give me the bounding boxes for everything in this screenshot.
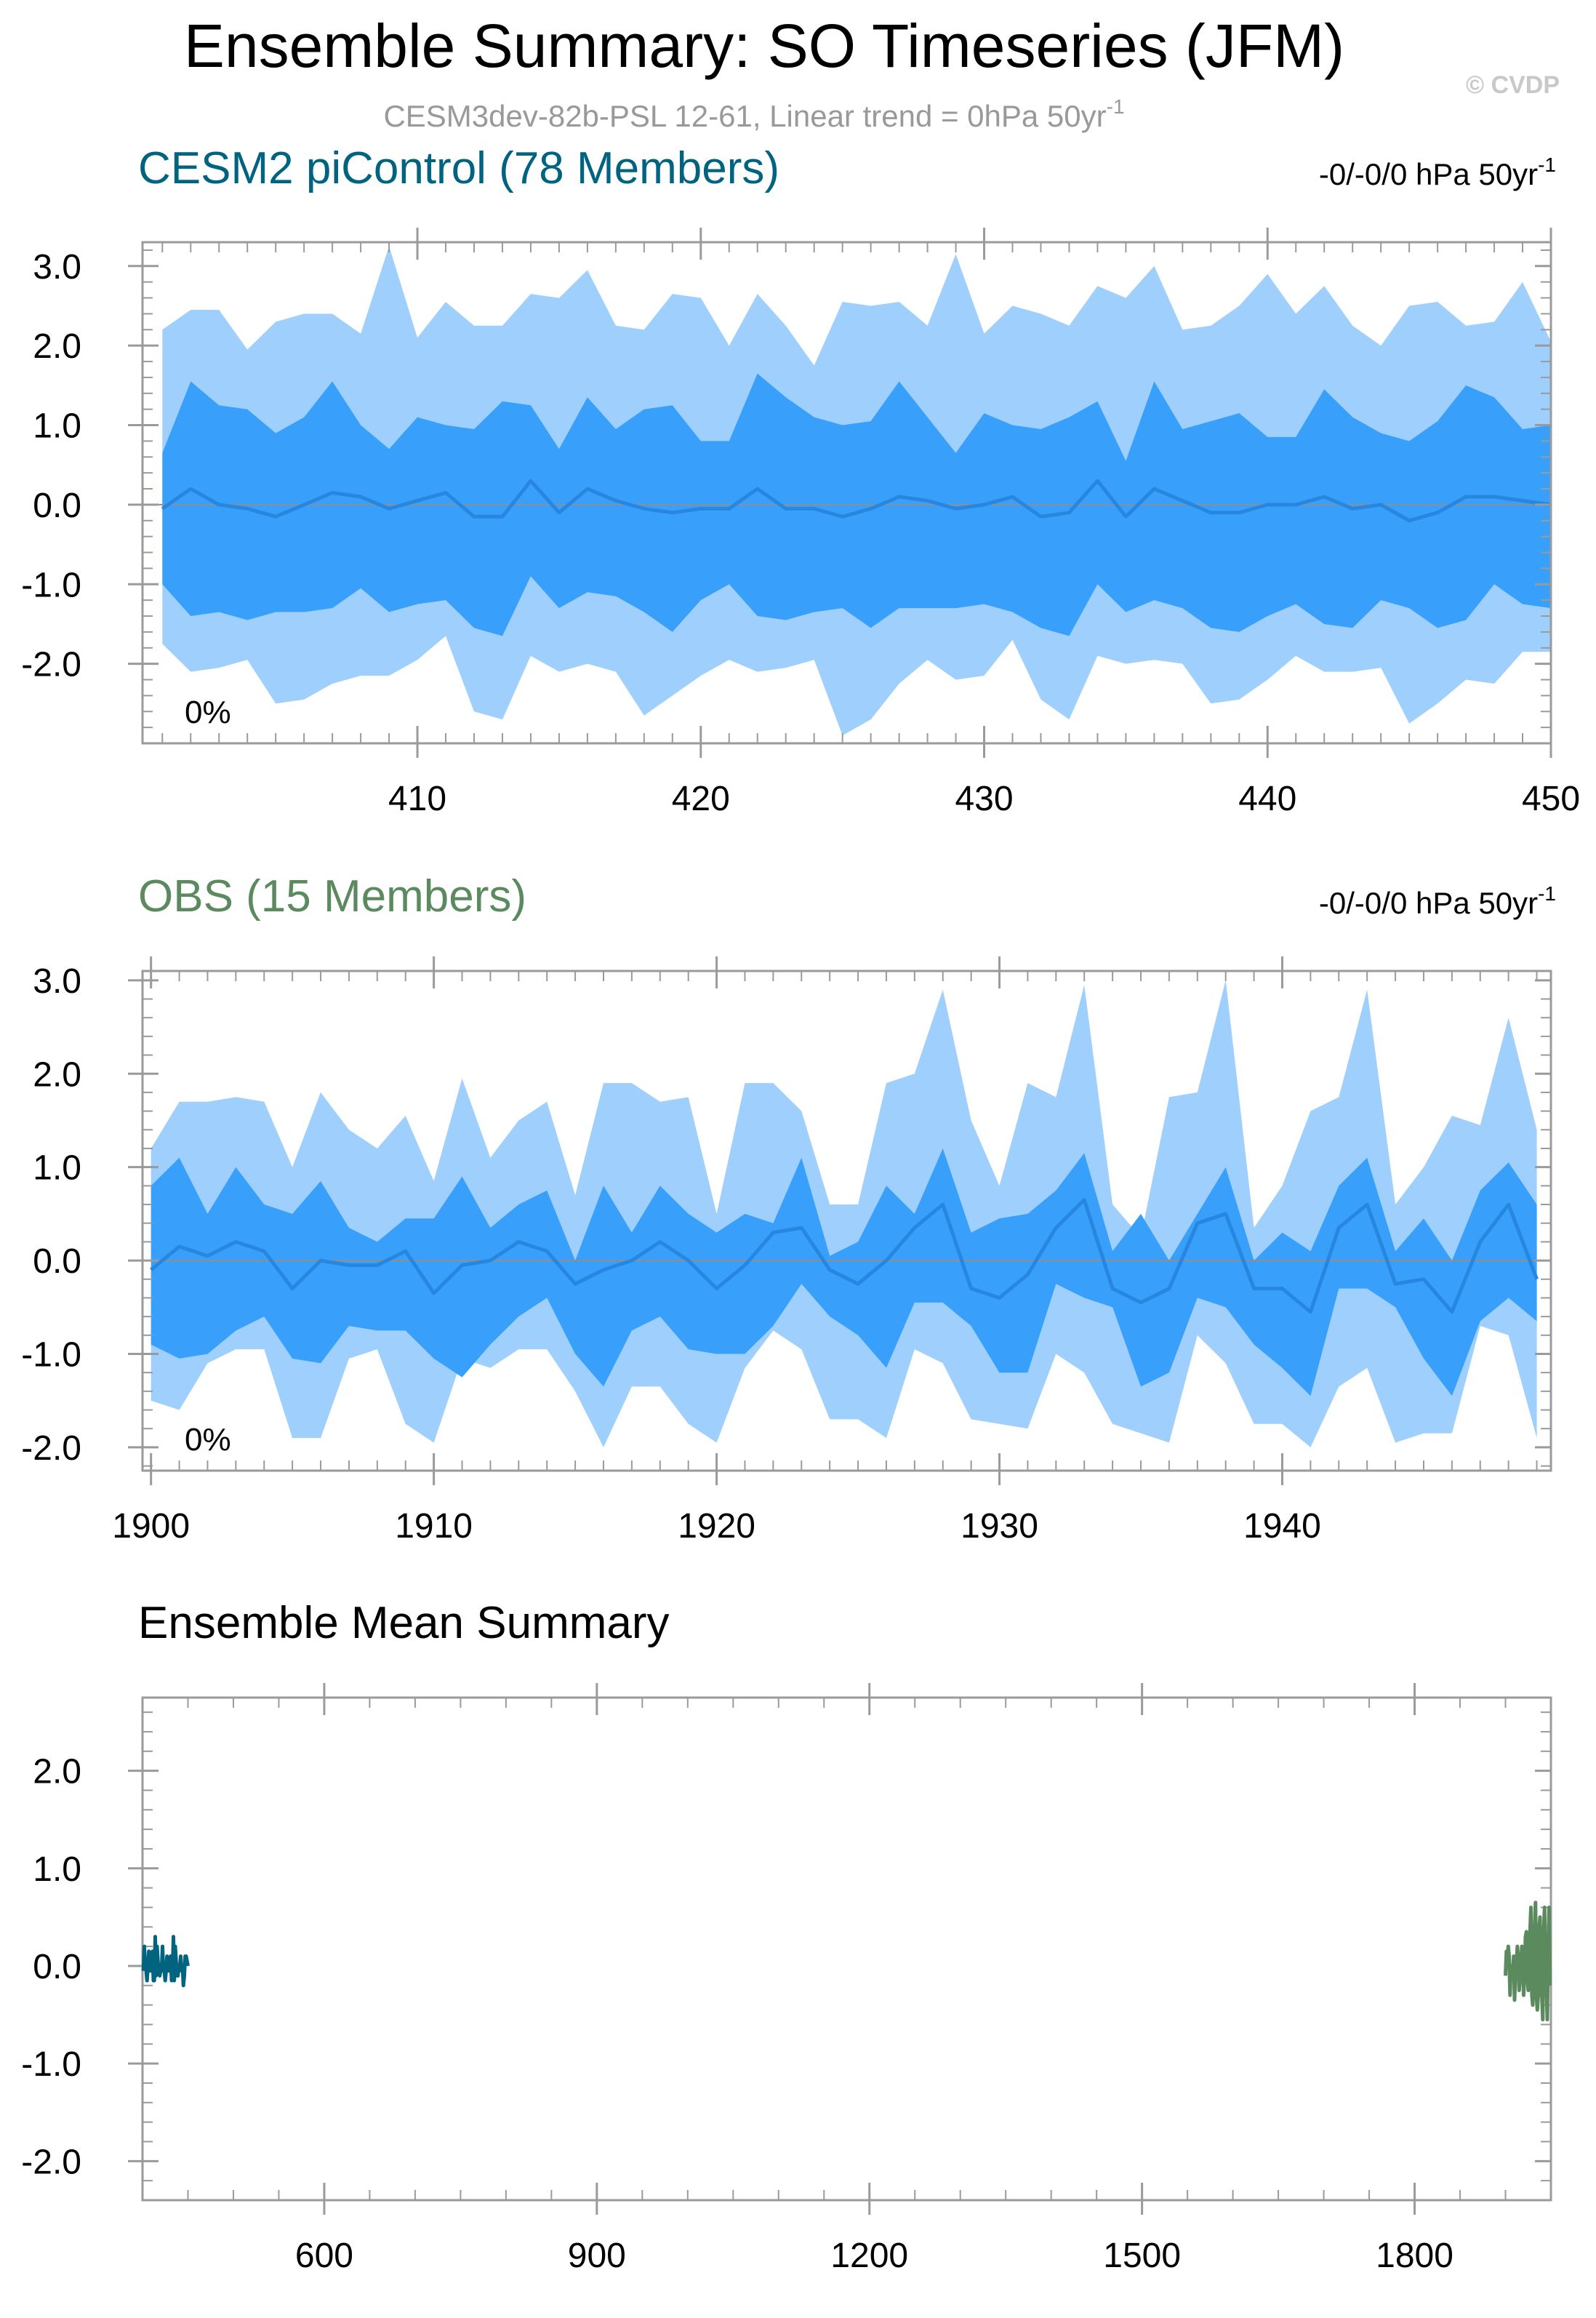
panel-model-trend: -0/-0/0 hPa 50yr-1 [1319, 153, 1556, 191]
panel-model-frame [141, 241, 1552, 745]
panel-model-x-tick-label: 450 [1522, 780, 1580, 818]
panel-summary: Ensemble Mean Summary -2.0 -1.0 0.0 1.0 2.0 6… [21, 1598, 1552, 2275]
panel-obs-inner-band [151, 1148, 1537, 1396]
panel-summary-plot: -2.0 -1.0 0.0 1.0 2.0 600 900 1200 1500 1800 [21, 1683, 1552, 2275]
panel-model-title: CESM2 piControl (78 Members) [138, 143, 779, 193]
panel-obs-x-tick-label: 1920 [678, 1507, 755, 1546]
panel-model-ensemble-mean-line [161, 479, 1552, 523]
panel-obs-x-tick-label: 1940 [1243, 1507, 1321, 1546]
panel-obs-trend-sup: -1 [1538, 882, 1556, 905]
panel-summary-x-tick-label: 600 [295, 2237, 353, 2275]
panel-summary-title: Ensemble Mean Summary [138, 1598, 670, 1648]
panel-obs-y-tick-label: 1.0 [33, 1149, 81, 1188]
panel-model-x-tick-label: 440 [1238, 780, 1296, 818]
panel-summary-x-tick-label: 1200 [830, 2237, 908, 2275]
panel-obs-y-tick-label: -1.0 [21, 1335, 81, 1374]
panel-summary-x-tick-label: 1500 [1103, 2237, 1181, 2275]
panel-obs-percent-label: 0% [185, 1422, 231, 1458]
panel-model-x-tick-label: 420 [672, 780, 730, 818]
panel-obs-trend-text: -0/-0/0 hPa 50yr [1319, 886, 1538, 920]
panel-obs-ensemble-mean-line [150, 1198, 1539, 1314]
panel-model-y-tick-label: -1.0 [21, 566, 81, 604]
subtitle-superscript: -1 [1107, 95, 1125, 118]
panel-summary-x-tick-label: 900 [568, 2237, 626, 2275]
panel-obs: OBS (15 Members) -0/-0/0 hPa 50yr-1 -2.0… [21, 871, 1556, 1546]
panel-model-percent-label: 0% [185, 695, 231, 730]
panel-summary-y-tick-label: -1.0 [21, 2045, 81, 2084]
panel-model-x-tick-label: 410 [388, 780, 446, 818]
panel-model-trend-sup: -1 [1538, 153, 1556, 176]
panel-summary-series-obs [1504, 1901, 1552, 2022]
panel-obs-trend: -0/-0/0 hPa 50yr-1 [1319, 882, 1556, 920]
panel-summary-y-tick-label: 1.0 [33, 1850, 81, 1889]
copyright-label: © CVDP [1466, 71, 1560, 99]
panel-obs-x-tick-label: 1900 [112, 1507, 190, 1546]
panel-obs-y-tick-label: 2.0 [33, 1055, 81, 1094]
panel-summary-y-tick-label: 0.0 [33, 1948, 81, 1986]
panel-obs-plot: -2.0 -1.0 0.0 1.0 2.0 3.0 1900 1910 1920 1930 1940… [21, 956, 1552, 1546]
panel-model-x-tick-label: 430 [955, 780, 1013, 818]
panel-model-y-tick-label: 2.0 [33, 327, 81, 366]
subtitle-text: CESM3dev-82b-PSL 12-61, Linear trend = 0… [383, 99, 1106, 133]
figure-title: Ensemble Summary: SO Timeseries (JFM) [184, 12, 1344, 80]
panel-summary-frame [141, 1696, 1552, 2202]
panel-model-y-tick-label: 1.0 [33, 407, 81, 446]
panel-summary-x-tick-label: 1800 [1376, 2237, 1453, 2275]
panel-obs-y-tick-label: 0.0 [33, 1242, 81, 1281]
panel-model-y-tick-label: 3.0 [33, 248, 81, 287]
panel-model-trend-text: -0/-0/0 hPa 50yr [1319, 157, 1538, 191]
panel-summary-y-tick-label: -2.0 [21, 2143, 81, 2181]
panel-obs-x-tick-label: 1930 [961, 1507, 1038, 1546]
panel-obs-title: OBS (15 Members) [138, 871, 526, 922]
panel-summary-series-model [141, 1935, 190, 1988]
panel-obs-frame [141, 970, 1552, 1472]
panel-model-plot: -2.0 -1.0 0.0 1.0 2.0 3.0 410 420 430 440 450 0% [21, 228, 1580, 818]
panel-summary-y-tick-label: 2.0 [33, 1753, 81, 1791]
panel-obs-y-tick-label: -2.0 [21, 1429, 81, 1468]
panel-model-y-tick-label: -2.0 [21, 646, 81, 684]
panel-obs-x-tick-label: 1910 [395, 1507, 473, 1546]
figure-subtitle: CESM3dev-82b-PSL 12-61, Linear trend = 0… [383, 95, 1124, 133]
panel-model-y-tick-label: 0.0 [33, 487, 81, 525]
panel-model: CESM2 piControl (78 Members) -0/-0/0 hPa… [21, 143, 1580, 818]
panel-obs-y-tick-label: 3.0 [33, 962, 81, 1001]
